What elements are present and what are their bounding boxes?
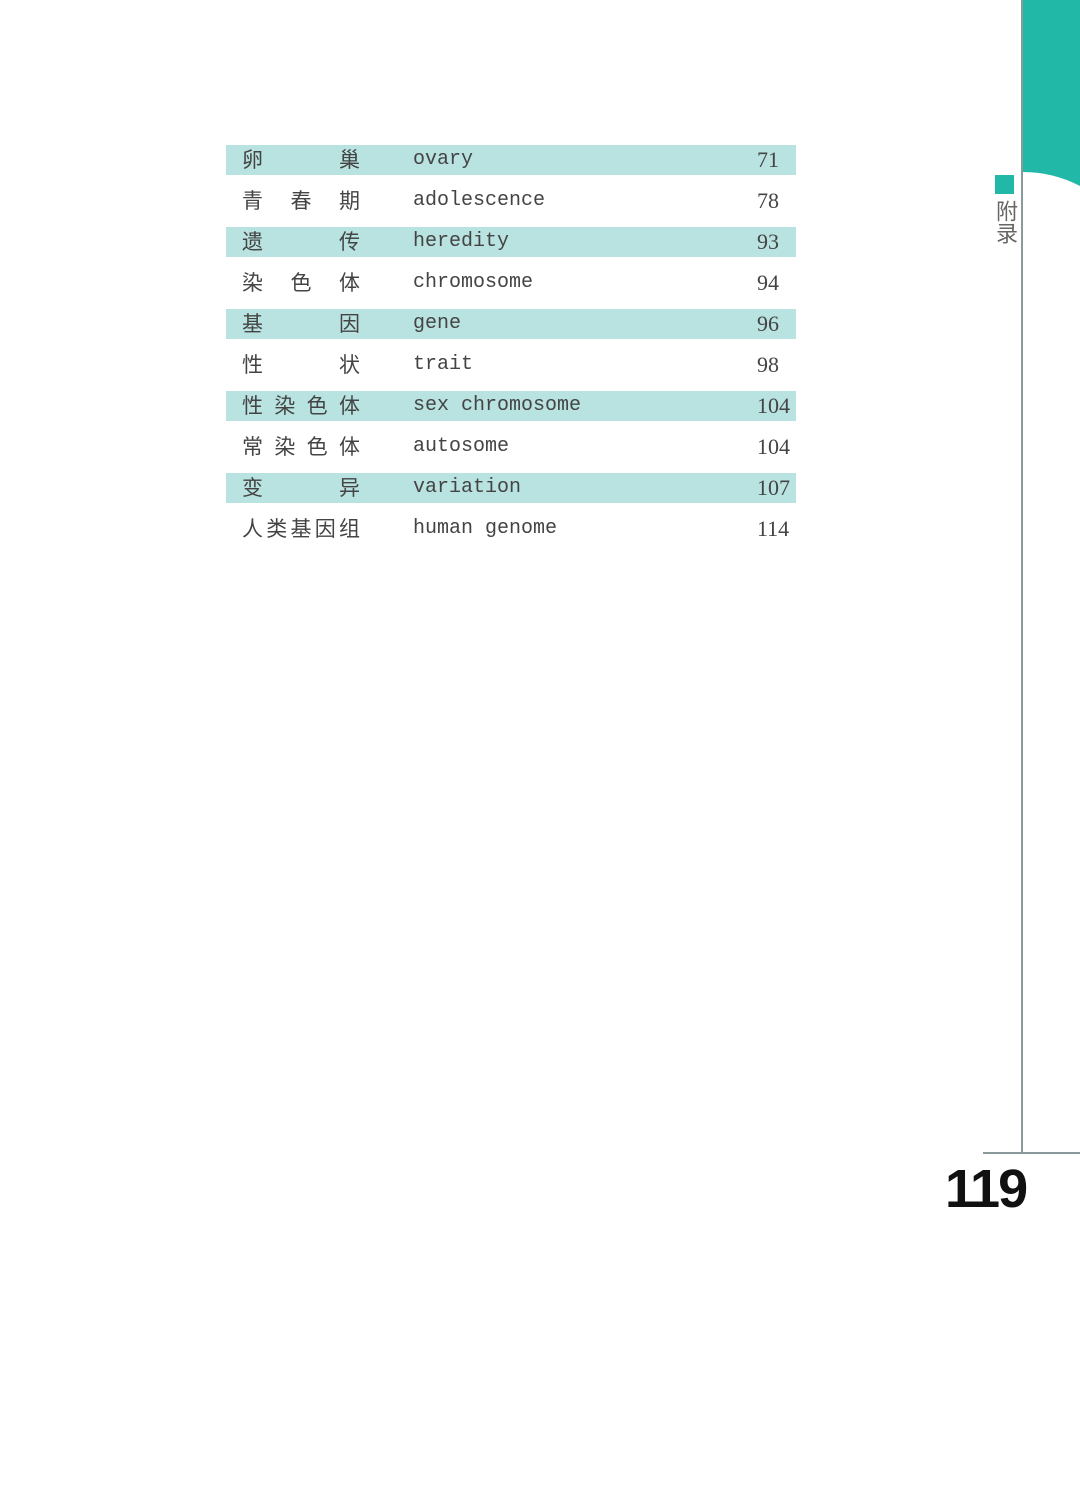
term-english: variation	[413, 476, 522, 499]
term-chinese: 变异	[242, 476, 360, 500]
page-number-rule	[983, 1152, 1080, 1154]
term-chinese: 性状	[242, 353, 360, 377]
term-chinese: 染色体	[242, 271, 360, 295]
term-chinese: 人类基因组	[242, 517, 360, 541]
term-page: 71	[757, 147, 779, 172]
term-english: autosome	[413, 435, 510, 458]
term-chinese: 青春期	[242, 189, 360, 213]
term-english: trait	[413, 353, 474, 376]
term-page: 78	[757, 188, 779, 213]
term-english: sex chromosome	[413, 394, 582, 417]
table-row: 遗传 heredity 93	[226, 227, 796, 257]
table-row: 人类基因组 human genome 114	[226, 514, 796, 544]
term-page: 93	[757, 229, 779, 254]
term-english: human genome	[413, 517, 558, 540]
term-page: 94	[757, 270, 779, 295]
term-chinese: 性染色体	[242, 394, 360, 418]
table-row: 染色体 chromosome 94	[226, 268, 796, 298]
term-page: 96	[757, 311, 779, 336]
table-row: 青春期 adolescence 78	[226, 186, 796, 216]
term-page: 98	[757, 352, 779, 377]
term-page: 104	[757, 434, 790, 459]
term-english: ovary	[413, 148, 474, 171]
section-label: 附录	[992, 200, 1017, 244]
table-row: 基因 gene 96	[226, 309, 796, 339]
term-page: 104	[757, 393, 790, 418]
term-english: adolescence	[413, 189, 546, 212]
term-chinese: 常染色体	[242, 435, 360, 459]
chapter-tab	[1023, 0, 1080, 190]
chapter-tab-shape	[1023, 0, 1080, 186]
term-chinese: 遗传	[242, 230, 360, 254]
term-chinese: 卵巢	[242, 148, 360, 172]
table-row: 卵巢 ovary 71	[226, 145, 796, 175]
table-row: 常染色体 autosome 104	[226, 432, 796, 462]
term-english: gene	[413, 312, 462, 335]
term-page: 114	[757, 516, 790, 541]
term-chinese: 基因	[242, 312, 360, 336]
margin-rule	[1021, 0, 1023, 1154]
term-english: chromosome	[413, 271, 534, 294]
term-page: 107	[757, 475, 790, 500]
page-number: 119	[945, 1159, 1028, 1219]
term-english: heredity	[413, 230, 510, 253]
table-row: 性状 trait 98	[226, 350, 796, 380]
table-row: 变异 variation 107	[226, 473, 796, 503]
section-marker-square	[995, 175, 1014, 194]
table-row: 性染色体 sex chromosome 104	[226, 391, 796, 421]
